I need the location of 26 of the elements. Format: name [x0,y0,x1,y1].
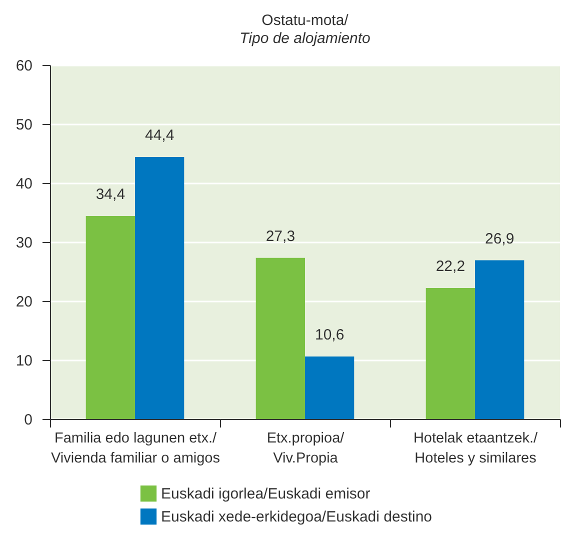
y-tick-label: 60 [16,58,32,74]
y-tick-label: 40 [16,176,32,192]
data-label: 10,6 [314,326,344,344]
legend-label: Euskadi igorlea/Euskadi emisor [161,486,370,502]
y-tick-label: 50 [16,116,32,134]
bar [475,260,524,419]
y-tick-label: 0 [24,412,32,428]
bar [305,356,354,419]
y-tick-label: 30 [16,234,32,252]
bar [135,157,184,419]
y-tick-label: 10 [16,352,32,370]
data-label: 22,2 [436,258,466,276]
data-label: 34,4 [96,186,126,204]
bar [426,288,475,419]
legend-label: Euskadi xede-erkidegoa/Euskadi destino [161,508,432,526]
bar [86,216,135,419]
data-label: 44,4 [144,127,174,144]
y-tick-label: 20 [16,294,32,310]
x-tick-label: Familia edo lagunen etx./Vivienda familiar o amigos [51,430,220,466]
data-label: 26,9 [484,230,514,248]
data-label: 27,3 [266,228,296,245]
x-tick-label: Etx.propioa/Viv.Propia [266,430,346,466]
chart-subtitle: Tipo de alojamiento [240,30,370,47]
chart-title: Ostatu-mota/ [262,12,350,29]
x-tick-label: Hotelak etaantzek./Hoteles y similares [413,430,539,466]
bar [256,258,305,419]
